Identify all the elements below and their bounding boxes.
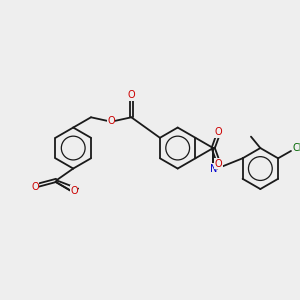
Text: O: O (107, 116, 115, 126)
Text: O: O (214, 128, 222, 137)
Text: O: O (214, 159, 222, 169)
Text: N: N (209, 164, 217, 173)
Text: O: O (31, 182, 39, 192)
Text: O: O (128, 90, 135, 100)
Text: Cl: Cl (292, 143, 300, 153)
Text: O: O (70, 186, 78, 196)
